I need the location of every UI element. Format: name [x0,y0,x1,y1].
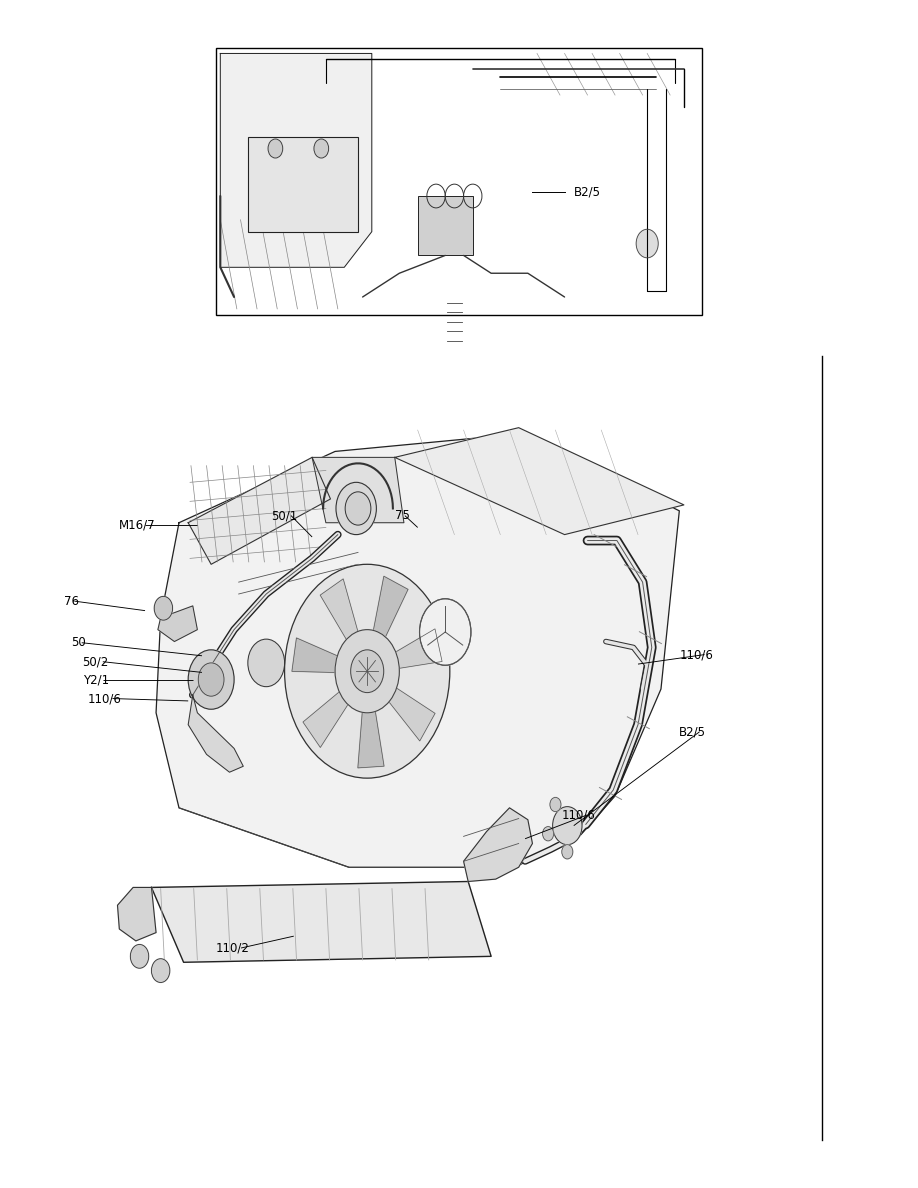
Text: 110/2: 110/2 [216,942,250,954]
Circle shape [351,650,384,693]
Polygon shape [395,428,684,535]
Circle shape [268,139,283,158]
Text: M16/7: M16/7 [119,519,156,531]
Circle shape [198,663,224,696]
Bar [418,196,473,255]
Polygon shape [320,579,364,658]
Polygon shape [375,677,435,741]
Circle shape [543,827,554,841]
Text: 50/2: 50/2 [83,656,109,668]
Text: 110/6: 110/6 [562,809,596,821]
Polygon shape [303,680,360,747]
Bar [216,48,702,315]
Polygon shape [464,808,532,881]
Polygon shape [118,887,156,941]
Polygon shape [312,457,404,523]
Bar [248,137,358,232]
Text: 50/1: 50/1 [271,510,297,522]
Text: 50: 50 [72,637,86,649]
Circle shape [314,139,329,158]
Polygon shape [220,53,372,267]
Circle shape [562,845,573,859]
Text: B2/5: B2/5 [679,726,706,738]
Polygon shape [369,576,408,657]
Text: 76: 76 [64,595,79,607]
Circle shape [248,639,285,687]
Circle shape [336,482,376,535]
Circle shape [151,959,170,982]
Circle shape [130,944,149,968]
Text: B2/5: B2/5 [574,187,600,198]
Text: Y2/1: Y2/1 [83,674,108,685]
Polygon shape [151,881,491,962]
Text: 110/6: 110/6 [679,649,713,661]
Circle shape [636,229,658,258]
Circle shape [550,797,561,811]
Polygon shape [158,606,197,642]
Circle shape [285,564,450,778]
Circle shape [420,599,471,665]
Circle shape [553,807,582,845]
Text: 110/6: 110/6 [87,693,121,704]
Circle shape [335,630,399,713]
Circle shape [345,492,371,525]
Polygon shape [188,457,330,564]
Text: 75: 75 [395,510,409,522]
Polygon shape [292,638,354,674]
Polygon shape [358,688,384,767]
Polygon shape [156,434,679,867]
Circle shape [154,596,173,620]
Polygon shape [188,695,243,772]
Circle shape [188,650,234,709]
Polygon shape [379,628,442,671]
